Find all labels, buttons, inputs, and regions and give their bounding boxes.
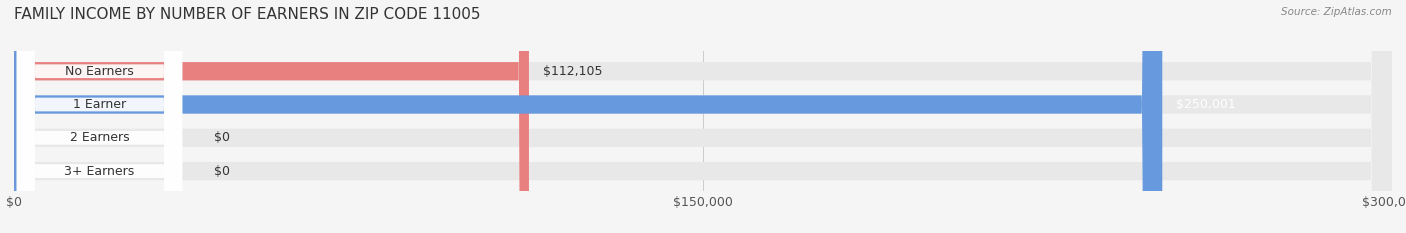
FancyBboxPatch shape (17, 0, 183, 233)
FancyBboxPatch shape (17, 0, 183, 233)
FancyBboxPatch shape (14, 0, 1392, 233)
Text: $0: $0 (214, 131, 229, 144)
FancyBboxPatch shape (14, 0, 1163, 233)
Text: Source: ZipAtlas.com: Source: ZipAtlas.com (1281, 7, 1392, 17)
FancyBboxPatch shape (14, 0, 529, 233)
Text: $0: $0 (214, 164, 229, 178)
FancyBboxPatch shape (14, 0, 1392, 233)
Text: $250,001: $250,001 (1175, 98, 1236, 111)
FancyBboxPatch shape (17, 0, 183, 233)
FancyBboxPatch shape (14, 0, 1392, 233)
FancyBboxPatch shape (17, 0, 183, 233)
Text: $112,105: $112,105 (543, 65, 602, 78)
Text: 1 Earner: 1 Earner (73, 98, 127, 111)
Text: FAMILY INCOME BY NUMBER OF EARNERS IN ZIP CODE 11005: FAMILY INCOME BY NUMBER OF EARNERS IN ZI… (14, 7, 481, 22)
Text: 3+ Earners: 3+ Earners (65, 164, 135, 178)
FancyBboxPatch shape (14, 0, 1392, 233)
Text: 2 Earners: 2 Earners (70, 131, 129, 144)
Text: No Earners: No Earners (65, 65, 134, 78)
